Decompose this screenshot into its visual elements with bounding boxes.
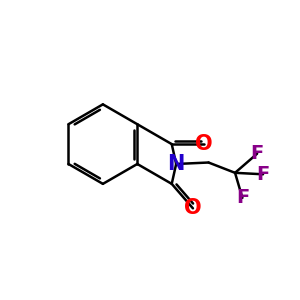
Text: O: O [195, 134, 213, 154]
Text: F: F [256, 165, 270, 184]
Text: F: F [236, 188, 249, 207]
Text: O: O [184, 198, 202, 218]
Text: N: N [167, 154, 185, 174]
Text: F: F [250, 144, 264, 163]
